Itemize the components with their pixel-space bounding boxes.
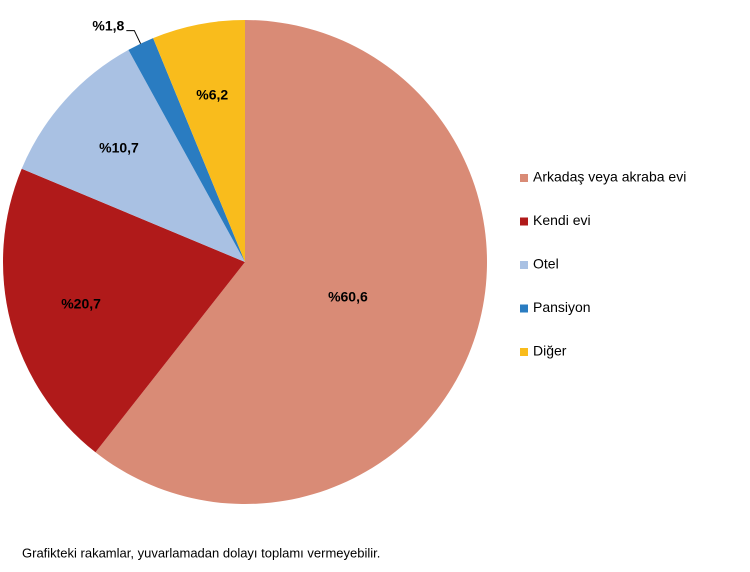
legend-swatch <box>520 304 528 313</box>
legend-swatch <box>520 348 528 356</box>
pie-slice <box>128 38 245 262</box>
legend-swatch <box>520 217 528 226</box>
data-label: %60,6 <box>328 288 368 304</box>
pie-slice <box>153 20 245 262</box>
data-label: %1,8 <box>92 17 124 33</box>
data-label: %20,7 <box>61 295 101 311</box>
legend-swatch <box>520 174 528 182</box>
pie-slice <box>21 49 246 263</box>
pie-slice <box>95 20 488 505</box>
data-label: %10,7 <box>99 139 139 155</box>
footnote: Grafikteki rakamlar, yuvarlamadan dolayı… <box>22 545 380 560</box>
pie-slice <box>2 168 245 453</box>
legend-swatch <box>520 261 528 269</box>
legend-label: Kendi evi <box>533 212 591 228</box>
legend-label: Diğer <box>533 343 567 359</box>
legend-label: Otel <box>533 256 559 272</box>
leader-line <box>126 30 142 44</box>
legend-label: Arkadaş veya akraba evi <box>533 169 686 185</box>
data-label: %6,2 <box>196 87 228 103</box>
legend-label: Pansiyon <box>533 299 591 315</box>
